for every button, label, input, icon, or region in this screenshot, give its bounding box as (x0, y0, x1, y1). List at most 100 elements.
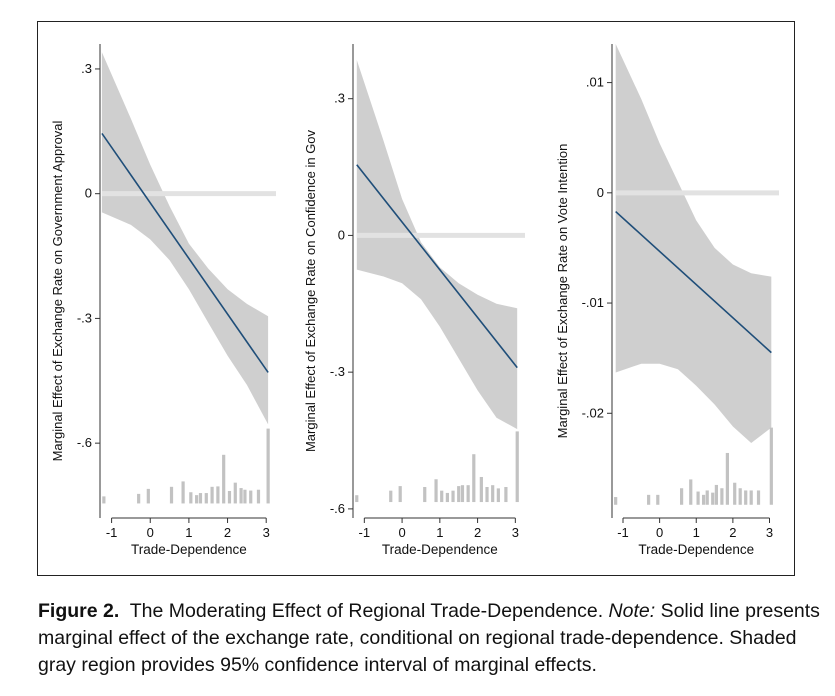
x-axis-label: Trade-Dependence (131, 542, 247, 557)
histogram-bar (491, 485, 495, 503)
histogram-bar (249, 490, 253, 504)
histogram-bar (440, 490, 444, 503)
histogram-bar (256, 489, 261, 504)
x-tick-label: -1 (106, 525, 118, 540)
histogram-bar (210, 486, 214, 504)
histogram-bar (266, 428, 270, 504)
marginal-effect-line (101, 132, 269, 373)
ci-band (356, 60, 518, 430)
histogram-bar (733, 482, 737, 505)
histogram-bar (472, 454, 476, 503)
figure-caption: Figure 2. The Moderating Effect of Regio… (38, 598, 828, 679)
histogram-bar (434, 479, 438, 503)
histogram-bar (398, 486, 402, 503)
marginal-effect-line (356, 164, 518, 369)
y-axis-label: Marginal Effect of Exchange Rate on Vote… (555, 144, 570, 439)
histogram-bar (102, 496, 106, 504)
chart-panel-3: .01 0 -.01 -.02 -1 0 1 2 3 Trade-Dependence Margin… (555, 44, 779, 557)
histogram-bar (515, 431, 519, 503)
marginal-effect-line (615, 210, 772, 354)
ci-band (615, 44, 772, 443)
x-tick-label: 0 (656, 525, 663, 540)
x-tick-label: 2 (729, 525, 736, 540)
x-axis-label: Trade-Dependence (382, 542, 498, 557)
histogram-bar (460, 485, 465, 503)
histogram-bar (457, 486, 461, 503)
histogram-bar (181, 481, 185, 504)
x-tick-label: -1 (359, 525, 371, 540)
histogram-bar (451, 490, 455, 503)
histogram-bar (689, 479, 693, 505)
histogram-bar (485, 487, 489, 503)
histogram-bar (711, 492, 715, 505)
histogram-bar (198, 493, 203, 504)
note-text: Solid line presents marginal effect of t… (38, 600, 820, 676)
chart-panel-1: .3 0 -.3 -.6 -1 0 1 2 3 Trade-Dependence Marginal … (50, 44, 276, 557)
histogram-bar (725, 452, 729, 505)
histogram-bar (749, 490, 753, 505)
x-tick-label: 0 (398, 525, 405, 540)
x-tick-label: 0 (147, 525, 154, 540)
histogram-bar (389, 490, 393, 503)
histogram-bar (243, 489, 247, 504)
y-tick-label: 0 (338, 227, 345, 242)
y-tick-label: -.02 (582, 405, 604, 420)
histogram-bar (169, 486, 174, 504)
histogram-bar (195, 495, 199, 504)
histogram-bar (466, 485, 470, 503)
y-tick-label: 0 (597, 185, 604, 200)
y-tick-label: .3 (81, 61, 92, 76)
histogram-bar (696, 491, 700, 505)
histogram-bar (233, 482, 237, 504)
histogram-bar (714, 484, 718, 505)
x-tick-label: 3 (263, 525, 270, 540)
histogram-bar (701, 494, 706, 505)
histogram-bar (656, 494, 660, 505)
histogram-bar (204, 493, 208, 504)
x-tick-label: 1 (693, 525, 700, 540)
y-tick-label: .3 (334, 91, 345, 106)
histogram-bar (355, 495, 359, 503)
histogram-bar (720, 488, 724, 505)
ci-band (101, 52, 269, 425)
histogram-bar (769, 427, 773, 505)
x-tick-label: 1 (185, 525, 192, 540)
histogram-bar (756, 490, 761, 505)
histogram-bar (504, 487, 508, 503)
y-tick-label: 0 (85, 186, 92, 201)
note-label: Note: (608, 600, 656, 622)
chart-panel-2: .3 0 -.3 -.6 -1 0 1 2 3 Trade-Dependence Marginal … (303, 44, 525, 557)
histogram-bar (705, 490, 709, 505)
y-tick-label: -.6 (77, 435, 92, 450)
y-axis-label: Marginal Effect of Exchange Rate on Gove… (50, 120, 65, 461)
histogram-bar (239, 488, 243, 504)
histogram-bar (744, 490, 748, 505)
histogram-bar (679, 488, 684, 505)
histogram-bar (227, 490, 232, 504)
y-tick-label: -.01 (582, 295, 604, 310)
x-axis-label: Trade-Dependence (638, 542, 754, 557)
histogram-bar (445, 492, 449, 503)
histogram-bar (614, 497, 618, 505)
x-tick-label: 3 (512, 525, 519, 540)
histogram-bar (423, 487, 427, 503)
histogram-bar (496, 488, 500, 503)
histogram-bar (137, 493, 141, 504)
histogram-bar (647, 494, 651, 505)
histogram-bar (216, 486, 220, 504)
x-tick-label: 3 (766, 525, 773, 540)
histogram-bar (738, 488, 742, 505)
histogram-bar (222, 454, 226, 504)
y-tick-label: -.3 (330, 364, 345, 379)
y-axis-label: Marginal Effect of Exchange Rate on Conf… (303, 129, 318, 452)
x-tick-label: 1 (436, 525, 443, 540)
histogram-bar (189, 492, 193, 504)
histogram-bar (479, 476, 483, 503)
x-tick-label: 2 (224, 525, 231, 540)
y-tick-label: -.6 (330, 501, 345, 516)
y-tick-label: -.3 (77, 310, 92, 325)
histogram-bar (146, 488, 150, 504)
figure-title: The Moderating Effect of Regional Trade-… (129, 600, 604, 622)
figure-label: Figure 2. (38, 600, 120, 622)
